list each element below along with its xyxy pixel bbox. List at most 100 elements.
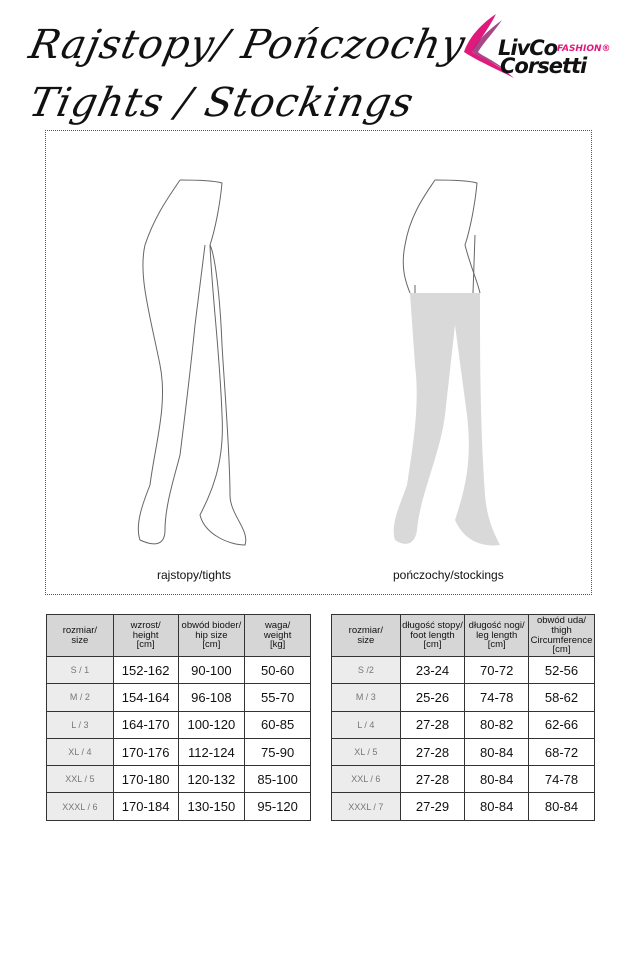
header-text: Circumference bbox=[530, 634, 593, 646]
value-cell: 50-60 bbox=[244, 655, 311, 685]
header-text: [cm] bbox=[423, 639, 442, 651]
value-cell: 27-28 bbox=[399, 737, 466, 767]
value-cell: 96-108 bbox=[177, 683, 246, 712]
header-text: obwód bioder/ bbox=[181, 619, 242, 631]
value-cell: 70-72 bbox=[464, 655, 530, 685]
size-cell: XXXL / 7 bbox=[331, 792, 401, 821]
value-cell: 80-84 bbox=[464, 792, 530, 821]
table-row: L / 3 164-170 100-120 60-85 bbox=[46, 710, 311, 739]
column-header: obwód uda/thigh Circumference [cm] bbox=[528, 614, 595, 657]
tights-label: rajstopy/tights bbox=[157, 568, 232, 582]
value-cell: 130-150 bbox=[177, 792, 246, 821]
tights-legs-illustration bbox=[137, 179, 247, 546]
stockings-label: pończochy/stockings bbox=[393, 568, 504, 582]
value-cell: 164-170 bbox=[112, 710, 179, 739]
header-text: hip size bbox=[195, 629, 228, 641]
value-cell: 74-78 bbox=[528, 765, 595, 794]
column-header: rozmiar/size bbox=[331, 614, 401, 657]
table-row: S /2 23-24 70-72 52-56 bbox=[331, 655, 595, 685]
value-cell: 170-184 bbox=[112, 792, 179, 821]
value-cell: 23-24 bbox=[399, 655, 466, 685]
header-text: [cm] bbox=[552, 644, 571, 656]
stockings-legs-illustration bbox=[393, 179, 500, 546]
value-cell: 120-132 bbox=[177, 765, 246, 794]
header-text: [kg] bbox=[269, 639, 286, 651]
value-cell: 80-84 bbox=[528, 792, 595, 821]
column-header: rozmiar/size bbox=[46, 614, 114, 657]
table-row: XL / 4 170-176 112-124 75-90 bbox=[46, 737, 311, 767]
header-text: height bbox=[132, 629, 159, 641]
column-header: długość nogi/leg length [cm] bbox=[464, 614, 530, 657]
value-cell: 80-84 bbox=[464, 737, 530, 767]
size-cell: S / 1 bbox=[46, 655, 114, 685]
size-cell: M / 3 bbox=[331, 683, 401, 712]
size-cell: L / 3 bbox=[46, 710, 114, 739]
value-cell: 95-120 bbox=[244, 792, 311, 821]
size-cell: XXL / 6 bbox=[331, 765, 401, 794]
table-row: XXL / 5 170-180 120-132 85-100 bbox=[46, 765, 311, 794]
logo-swoosh-icon bbox=[464, 14, 514, 78]
size-cell: S /2 bbox=[331, 655, 401, 685]
column-header: waga/weight [kg] bbox=[244, 614, 311, 657]
value-cell: 74-78 bbox=[464, 683, 530, 712]
table-row: M / 3 25-26 74-78 58-62 bbox=[331, 683, 595, 712]
header-text: thigh bbox=[551, 624, 572, 636]
logo-text-corsetti: Corsetti bbox=[500, 54, 587, 78]
value-cell: 80-82 bbox=[464, 710, 530, 739]
header-text: foot length bbox=[410, 629, 455, 641]
header-text: size bbox=[357, 634, 375, 646]
table-row: XXXL / 7 27-29 80-84 80-84 bbox=[331, 792, 595, 821]
value-cell: 90-100 bbox=[177, 655, 246, 685]
value-cell: 75-90 bbox=[244, 737, 311, 767]
header-text: [cm] bbox=[136, 639, 155, 651]
stockings-size-table: rozmiar/size długość stopy/foot length [cm… bbox=[331, 614, 595, 821]
table-row: L / 4 27-28 80-82 62-66 bbox=[331, 710, 595, 739]
value-cell: 80-84 bbox=[464, 765, 530, 794]
header-text: długość nogi/ bbox=[468, 619, 525, 631]
title-english: Tights / Stockings bbox=[25, 80, 419, 126]
value-cell: 27-29 bbox=[399, 792, 466, 821]
value-cell: 62-66 bbox=[528, 710, 595, 739]
value-cell: 60-85 bbox=[244, 710, 311, 739]
header-text: [cm] bbox=[487, 639, 506, 651]
value-cell: 170-180 bbox=[112, 765, 179, 794]
tights-size-table: rozmiar/size wzrost/height [cm] obwód biode… bbox=[46, 614, 311, 821]
header-text: [cm] bbox=[202, 639, 221, 651]
size-cell: XL / 4 bbox=[46, 737, 114, 767]
header-text: waga/ bbox=[264, 619, 291, 631]
table-row: XXL / 6 27-28 80-84 74-78 bbox=[331, 765, 595, 794]
value-cell: 112-124 bbox=[177, 737, 246, 767]
value-cell: 152-162 bbox=[112, 655, 179, 685]
logo-text-livco: LivCo bbox=[498, 36, 558, 60]
column-header: wzrost/height [cm] bbox=[112, 614, 179, 657]
value-cell: 27-28 bbox=[399, 710, 466, 739]
header-text: weight bbox=[263, 629, 292, 641]
title-polish: Rajstopy/ Pończochy bbox=[25, 22, 470, 68]
table-row: S / 1 152-162 90-100 50-60 bbox=[46, 655, 311, 685]
size-cell: XXXL / 6 bbox=[46, 792, 114, 821]
header-text: długość stopy/ bbox=[402, 619, 463, 631]
header-text: leg length bbox=[476, 629, 518, 641]
value-cell: 25-26 bbox=[399, 683, 466, 712]
stocking-fill bbox=[393, 293, 500, 546]
value-cell: 100-120 bbox=[177, 710, 246, 739]
size-cell: L / 4 bbox=[331, 710, 401, 739]
value-cell: 85-100 bbox=[244, 765, 311, 794]
value-cell: 154-164 bbox=[112, 683, 179, 712]
value-cell: 55-70 bbox=[244, 683, 311, 712]
column-header: obwód bioder/hip size [cm] bbox=[177, 614, 246, 657]
brand-logo: LivCo FASHION® Corsetti bbox=[458, 12, 628, 82]
value-cell: 27-28 bbox=[399, 765, 466, 794]
header-text: rozmiar/ bbox=[62, 624, 98, 636]
value-cell: 58-62 bbox=[528, 683, 595, 712]
header-text: wzrost/ bbox=[130, 619, 161, 631]
value-cell: 52-56 bbox=[528, 655, 595, 685]
table-row: M / 2 154-164 96-108 55-70 bbox=[46, 683, 311, 712]
size-cell: XXL / 5 bbox=[46, 765, 114, 794]
table-row: XL / 5 27-28 80-84 68-72 bbox=[331, 737, 595, 767]
table-row: XXXL / 6 170-184 130-150 95-120 bbox=[46, 792, 311, 821]
header-text: size bbox=[71, 634, 89, 646]
illustration-frame bbox=[45, 130, 592, 595]
size-cell: M / 2 bbox=[46, 683, 114, 712]
header-text: rozmiar/ bbox=[348, 624, 383, 636]
